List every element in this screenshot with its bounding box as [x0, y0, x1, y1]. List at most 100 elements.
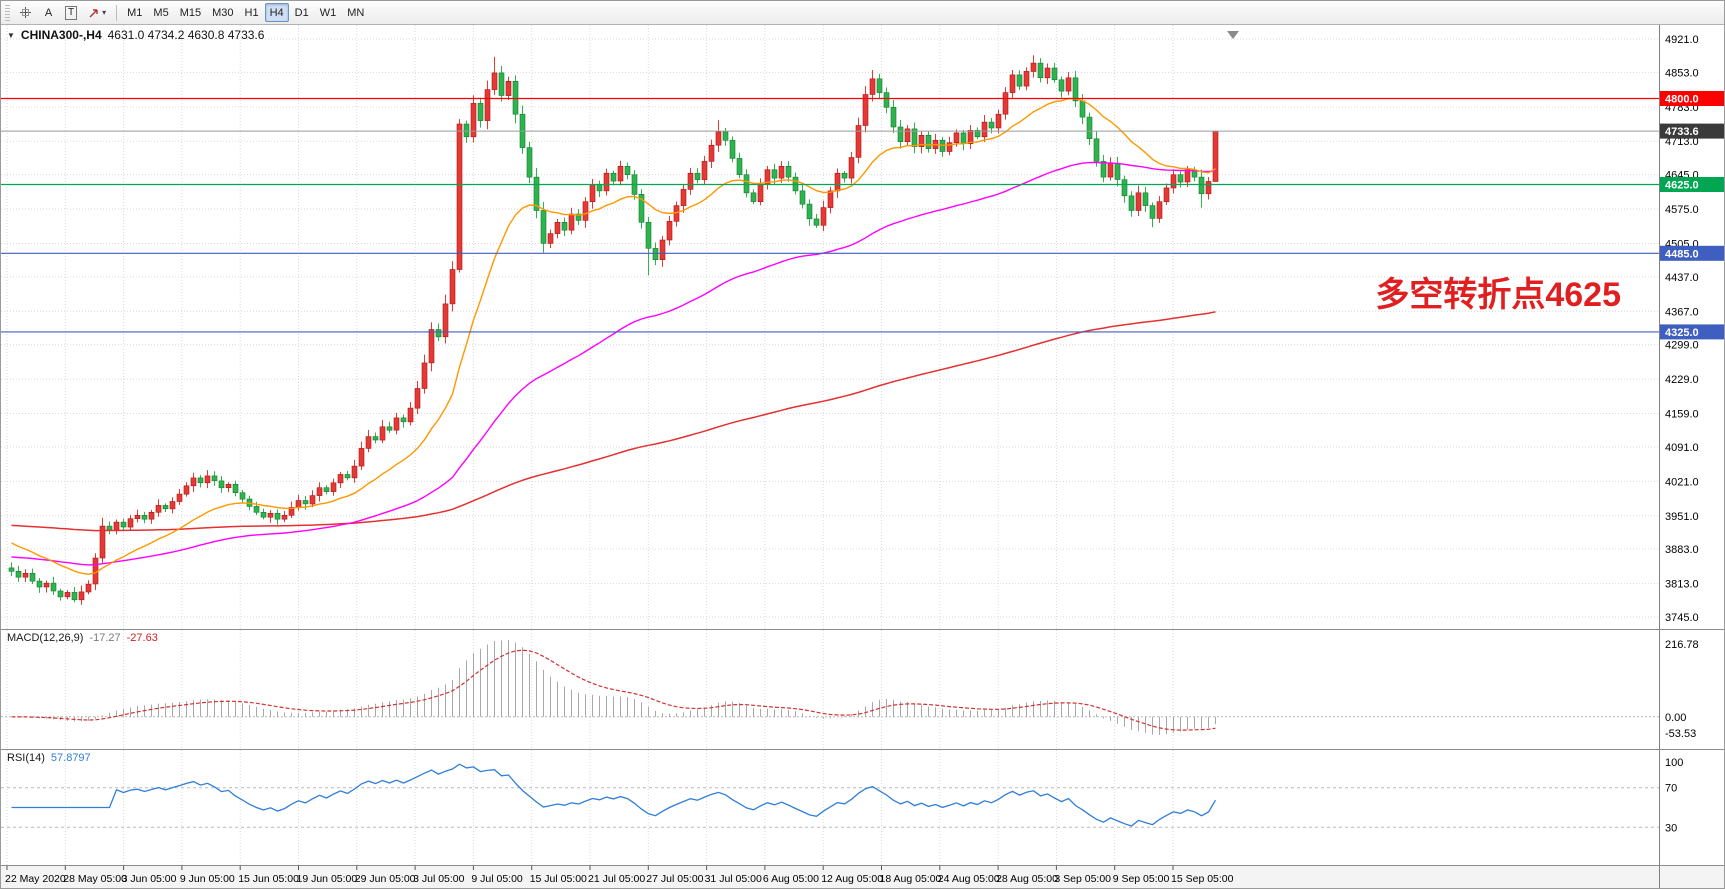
svg-text:3 Jun 05:00: 3 Jun 05:00 [122, 873, 177, 885]
svg-text:4625.0: 4625.0 [1665, 179, 1699, 191]
crosshair-tool-button[interactable] [14, 3, 37, 22]
svg-text:9 Jun 05:00: 9 Jun 05:00 [180, 873, 235, 885]
svg-text:15 Jun 05:00: 15 Jun 05:00 [238, 873, 299, 885]
svg-text:3745.0: 3745.0 [1665, 612, 1699, 624]
svg-text:4800.0: 4800.0 [1665, 93, 1699, 105]
svg-text:70: 70 [1665, 783, 1677, 795]
caret-down-icon: ▾ [102, 8, 107, 17]
ma-fast-line [11, 97, 1216, 576]
svg-text:18 Aug 05:00: 18 Aug 05:00 [880, 873, 942, 885]
timeframe-button-m1[interactable]: M1 [122, 3, 147, 22]
rsi-grid [6, 750, 1174, 865]
svg-text:28 May 05:00: 28 May 05:00 [63, 873, 127, 885]
toolbar-grip[interactable] [5, 4, 10, 21]
annotation-text[interactable]: 多空转折点4625 [1375, 276, 1621, 314]
timeframe-button-m5[interactable]: M5 [148, 3, 173, 22]
main-chart-panel[interactable]: 4921.0 4853.0 4783.0 4713.0 4645.0 4575.0 4505… [1, 25, 1724, 629]
svg-text:4021.0: 4021.0 [1665, 476, 1699, 488]
macd-histogram [18, 640, 1216, 735]
svg-text:4367.0: 4367.0 [1665, 306, 1699, 318]
svg-text:31 Jul 05:00: 31 Jul 05:00 [705, 873, 762, 885]
svg-text:4921.0: 4921.0 [1665, 34, 1699, 46]
svg-text:-53.53: -53.53 [1665, 728, 1696, 740]
chart-title: ▼ CHINA300-,H4 4631.0 4734.2 4630.8 4733… [7, 28, 264, 42]
svg-text:29 Jun 05:00: 29 Jun 05:00 [355, 873, 416, 885]
ohlc-values: 4631.0 4734.2 4630.8 4733.6 [107, 28, 265, 42]
svg-text:6 Aug 05:00: 6 Aug 05:00 [763, 873, 819, 885]
price-tag-4800.0: 4800.0 [1660, 91, 1724, 106]
svg-text:9 Jul 05:00: 9 Jul 05:00 [471, 873, 523, 885]
macd-axis-ticks: 216.78 0.00 -53.53 [1665, 639, 1699, 740]
svg-text:4853.0: 4853.0 [1665, 67, 1699, 79]
text-tool-button[interactable]: A [38, 3, 59, 22]
svg-text:15 Sep 05:00: 15 Sep 05:00 [1171, 873, 1234, 885]
svg-text:22 May 2020: 22 May 2020 [5, 873, 66, 885]
svg-text:4229.0: 4229.0 [1665, 374, 1699, 386]
svg-text:27 Jul 05:00: 27 Jul 05:00 [646, 873, 703, 885]
svg-text:3883.0: 3883.0 [1665, 544, 1699, 556]
svg-text:3951.0: 3951.0 [1665, 511, 1699, 523]
svg-text:4733.6: 4733.6 [1665, 126, 1699, 138]
rsi-name: RSI(14) [7, 752, 45, 764]
svg-text:24 Aug 05:00: 24 Aug 05:00 [938, 873, 1000, 885]
macd-signal-value: -27.63 [126, 632, 158, 644]
timeframe-button-w1[interactable]: W1 [315, 3, 342, 22]
svg-text:19 Jun 05:00: 19 Jun 05:00 [297, 873, 358, 885]
price-tag-4325.0: 4325.0 [1660, 324, 1724, 340]
time-axis: 22 May 2020 28 May 05:00 3 Jun 05:00 9 Jun … [1, 865, 1724, 888]
shift-marker-icon [1227, 31, 1239, 39]
macd-signal-line [11, 649, 1216, 731]
symbol-dropdown-icon[interactable]: ▼ [7, 30, 15, 40]
rsi-label: RSI(14) 57.8797 [7, 752, 91, 764]
ma-mid-line [11, 161, 1216, 566]
rsi-line [11, 763, 1217, 827]
svg-text:4299.0: 4299.0 [1665, 340, 1699, 352]
timeframe-buttons: M1 M5 M15 M30 H1 H4 D1 W1 MN [122, 3, 369, 22]
text-a-label: A [44, 6, 53, 19]
arrows-tool-button[interactable]: ▾ [83, 3, 111, 22]
svg-text:4325.0: 4325.0 [1665, 327, 1699, 339]
rsi-value: 57.8797 [50, 752, 91, 764]
svg-text:0.00: 0.00 [1665, 712, 1686, 724]
price-tag-4485.0: 4485.0 [1660, 245, 1724, 261]
macd-name: MACD(12,26,9) [7, 632, 84, 644]
svg-text:3813.0: 3813.0 [1665, 579, 1699, 591]
svg-text:28 Aug 05:00: 28 Aug 05:00 [996, 873, 1058, 885]
crosshair-icon [20, 7, 31, 18]
svg-text:12 Aug 05:00: 12 Aug 05:00 [821, 873, 883, 885]
arrow-icon [89, 8, 98, 17]
text-t-label: T [65, 5, 78, 20]
rsi-panel[interactable]: 100 70 30 RSI(14) 57.8797 [1, 749, 1724, 865]
svg-text:216.78: 216.78 [1665, 639, 1699, 651]
macd-grid [6, 630, 1174, 749]
svg-text:15 Jul 05:00: 15 Jul 05:00 [530, 873, 587, 885]
svg-text:4575.0: 4575.0 [1665, 204, 1699, 216]
ma-slow-line [11, 311, 1216, 532]
main-grid [1, 25, 1659, 629]
price-tag-4625.0: 4625.0 [1660, 177, 1724, 192]
svg-text:3 Jul 05:00: 3 Jul 05:00 [413, 873, 465, 885]
svg-text:4091.0: 4091.0 [1665, 442, 1699, 454]
timeframe-button-d1[interactable]: D1 [290, 3, 314, 22]
current-price-tag: 4733.6 [1660, 123, 1724, 139]
text-label-tool-button[interactable]: T [60, 3, 82, 22]
timeframe-button-m15[interactable]: M15 [175, 3, 206, 22]
svg-text:4159.0: 4159.0 [1665, 409, 1699, 421]
svg-text:4437.0: 4437.0 [1665, 272, 1699, 284]
svg-text:21 Jul 05:00: 21 Jul 05:00 [588, 873, 645, 885]
macd-main-value: -17.27 [89, 632, 121, 644]
timeframe-button-h1[interactable]: H1 [240, 3, 264, 22]
timeframe-button-h4[interactable]: H4 [264, 3, 289, 22]
toolbar: A T ▾ M1 M5 M15 M30 H1 H4 D1 W1 MN [1, 1, 1724, 25]
svg-text:4485.0: 4485.0 [1665, 248, 1699, 260]
macd-panel[interactable]: 216.78 0.00 -53.53 MACD(12,26,9) -17.27 -2… [1, 629, 1724, 749]
svg-text:100: 100 [1665, 757, 1683, 769]
svg-text:3 Sep 05:00: 3 Sep 05:00 [1054, 873, 1111, 885]
symbol-period-label: CHINA300-,H4 [20, 28, 102, 42]
timeframe-button-mn[interactable]: MN [342, 3, 369, 22]
macd-label: MACD(12,26,9) -17.27 -27.63 [7, 632, 158, 644]
timeframe-button-m30[interactable]: M30 [207, 3, 238, 22]
toolbar-separator [116, 4, 118, 21]
svg-text:30: 30 [1665, 822, 1677, 834]
